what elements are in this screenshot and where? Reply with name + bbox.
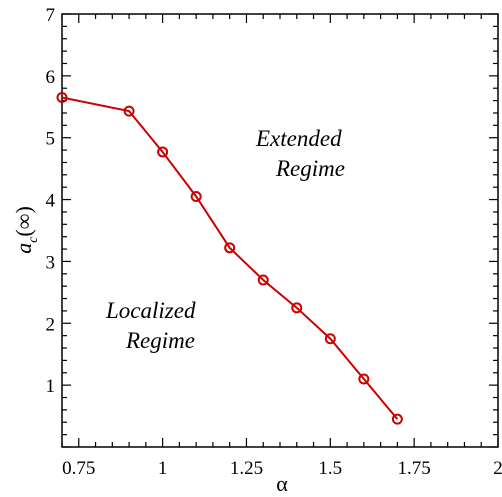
data-point: [224, 242, 236, 254]
data-point: [324, 333, 336, 345]
y-tick-label: 1: [46, 376, 56, 397]
axis-ticks: [61, 13, 499, 448]
y-tick-label: 3: [46, 252, 56, 273]
data-point: [391, 413, 403, 425]
annotation-localized-line1: Localized: [105, 298, 196, 323]
y-axis-label-sub: c: [26, 236, 41, 243]
x-axis-label: α: [276, 471, 288, 496]
x-tick-labels: 0.75 1 1.25 1.5 1.75 2: [62, 458, 502, 479]
x-tick-label: 1.5: [318, 458, 342, 479]
data-point: [291, 302, 303, 314]
y-axis-label-main: a: [11, 243, 36, 254]
series-line: [61, 96, 399, 420]
series: [56, 92, 403, 425]
x-tick-label: 1.25: [230, 458, 263, 479]
data-point: [157, 146, 169, 158]
y-tick-label: 7: [46, 5, 56, 26]
annotation-localized-line2: Regime: [125, 328, 195, 353]
x-tick-label: 2: [493, 458, 502, 479]
x-tick-label: 0.75: [62, 458, 95, 479]
x-tick-label: 1: [158, 458, 168, 479]
data-point: [190, 190, 202, 202]
annotation-extended-line1: Extended: [255, 126, 342, 151]
data-point: [257, 274, 269, 286]
svg-text:ac(∞): ac(∞): [11, 206, 41, 254]
annotation-extended-line2: Regime: [275, 156, 345, 181]
y-axis-label-tail: (∞): [11, 206, 36, 236]
y-axis-label: ac(∞): [11, 206, 41, 254]
data-point: [358, 373, 370, 385]
y-tick-label: 6: [46, 67, 56, 88]
y-tick-label: 4: [46, 191, 56, 212]
x-tick-label: 1.75: [398, 458, 431, 479]
plot-frame: [61, 13, 499, 448]
data-point: [123, 105, 135, 117]
y-tick-label: 2: [46, 314, 56, 335]
y-tick-label: 5: [46, 129, 56, 150]
y-tick-labels: 1 2 3 4 5 6 7: [46, 5, 56, 397]
data-point: [56, 92, 68, 104]
